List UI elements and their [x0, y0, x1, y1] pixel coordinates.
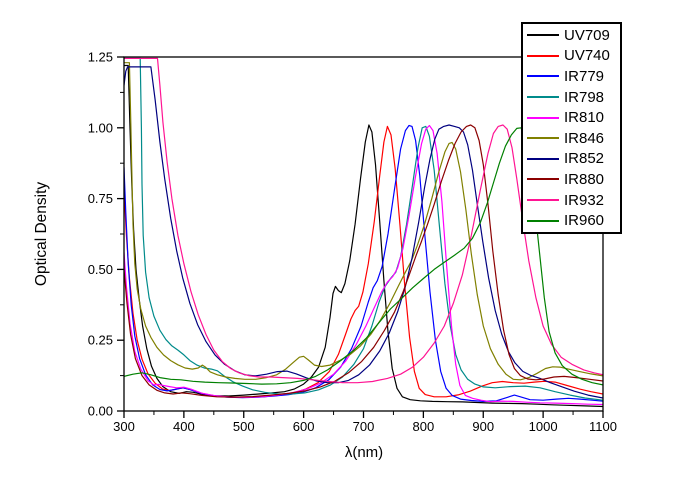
x-tick-label: 300 [113, 419, 135, 434]
x-tick-label: 600 [293, 419, 315, 434]
legend-label: UV740 [564, 47, 610, 65]
legend-label: IR846 [564, 129, 605, 147]
curves-layer [124, 57, 603, 408]
legend-item-IR932: IR932 [527, 190, 620, 210]
x-tick-label: 900 [472, 419, 494, 434]
spectrum-curve-UV709 [124, 64, 603, 408]
spectrum-curve-IR810 [124, 124, 603, 406]
spectrum-curve-IR932 [124, 57, 603, 384]
y-tick-label: 0.25 [88, 333, 113, 348]
x-tick-label: 1100 [589, 419, 617, 434]
legend-line-sample [527, 199, 559, 202]
spectrum-curve-IR779 [124, 124, 603, 402]
y-tick-label: 1.25 [88, 50, 113, 65]
legend-item-IR779: IR779 [527, 66, 620, 86]
x-tick-label: 500 [233, 419, 255, 434]
x-tick-label: 700 [353, 419, 375, 434]
legend-item-UV740: UV740 [527, 46, 620, 66]
legend-box: UV709 UV740 IR779 IR798 IR810 IR846 IR852 IR880… [521, 22, 622, 234]
x-tick-label: 800 [413, 419, 435, 434]
spectrum-curve-IR880 [124, 124, 603, 398]
legend-item-IR798: IR798 [527, 87, 620, 107]
legend-line-sample [527, 157, 559, 160]
legend-line-sample [527, 116, 559, 119]
legend-label: IR779 [564, 67, 605, 85]
legend-line-sample [527, 219, 559, 222]
tick-labels-layer: 300 400 500 600 700 800 900 1000 1100 0.00 0.25 0.5… [88, 50, 617, 435]
legend-label: IR960 [564, 212, 605, 230]
legend-label: UV709 [564, 26, 610, 44]
legend-line-sample [527, 178, 559, 181]
legend-item-IR880: IR880 [527, 169, 620, 189]
spectrum-curve-IR798 [124, 57, 603, 401]
y-axis-title: Optical Density [33, 182, 50, 286]
x-axis-title: λ(nm) [345, 444, 383, 461]
spectrum-curve-IR846 [124, 62, 603, 381]
legend-label: IR798 [564, 88, 605, 106]
legend-label: IR810 [564, 109, 605, 127]
legend-line-sample [527, 34, 559, 37]
spectrum-curve-IR852 [124, 66, 603, 399]
legend-label: IR852 [564, 150, 605, 168]
legend-label: IR932 [564, 191, 605, 209]
x-tick-label: 1000 [529, 419, 558, 434]
ticks-layer [117, 56, 604, 418]
legend-item-IR852: IR852 [527, 149, 620, 169]
legend-line-sample [527, 75, 559, 78]
spectrum-curve-IR960 [124, 127, 603, 386]
legend-item-IR810: IR810 [527, 108, 620, 128]
legend-item-IR846: IR846 [527, 128, 620, 148]
x-tick-label: 400 [173, 419, 195, 434]
legend-line-sample [527, 96, 559, 99]
legend-item-IR960: IR960 [527, 211, 620, 231]
y-tick-label: 1.00 [88, 120, 113, 135]
legend-label: IR880 [564, 170, 605, 188]
y-tick-label: 0.75 [88, 191, 113, 206]
legend-line-sample [527, 54, 559, 57]
y-tick-label: 0.00 [88, 404, 113, 419]
legend-line-sample [527, 137, 559, 140]
y-tick-label: 0.50 [88, 262, 113, 277]
legend-item-UV709: UV709 [527, 25, 620, 45]
